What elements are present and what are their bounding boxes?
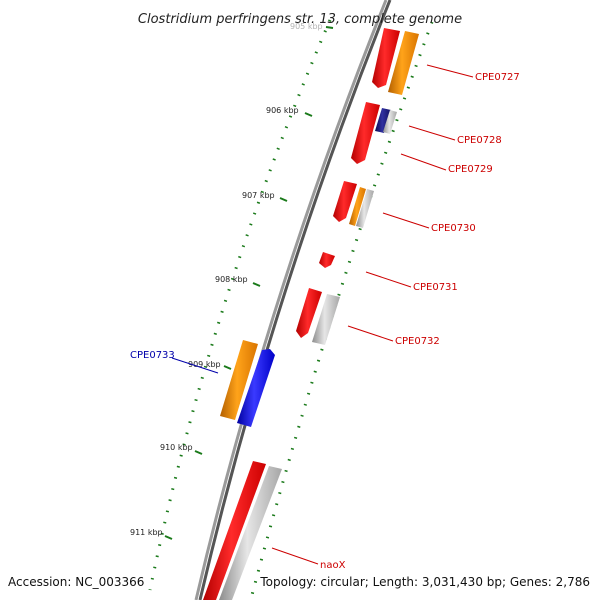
gene-cpe0728-gray[interactable]: [383, 110, 397, 134]
backbone: [194, 0, 388, 600]
tick-911: 911 kbp: [130, 528, 173, 540]
gene-cpe0732-gray[interactable]: [312, 294, 340, 345]
genome-stats-text: Topology: circular; Length: 3,031,430 bp…: [259, 575, 590, 589]
gene-features: [203, 28, 419, 600]
tick-905: 905 kbp: [290, 22, 334, 31]
gene-cpe0730-red[interactable]: [333, 181, 357, 222]
gene-label-cpe0732[interactable]: CPE0732: [395, 336, 440, 347]
gene-naox-red[interactable]: [203, 461, 266, 600]
tick-label-910: 910 kbp: [160, 443, 193, 452]
gene-label-cpe0728[interactable]: CPE0728: [457, 135, 502, 146]
gene-cpe0733-orange[interactable]: [220, 340, 258, 420]
tick-906: 906 kbp: [266, 106, 313, 117]
gene-cpe0727-red[interactable]: [372, 28, 400, 88]
tick-909: 909 kbp: [188, 360, 232, 370]
gene-cpe0730-orange[interactable]: [349, 187, 366, 226]
tick-label-908: 908 kbp: [215, 275, 248, 284]
tick-907: 907 kbp: [242, 191, 288, 202]
gene-label-naox[interactable]: naoX: [320, 560, 346, 571]
tick-908: 908 kbp: [215, 275, 261, 287]
gene-cpe0728-red[interactable]: [351, 102, 380, 164]
accession-text: Accession: NC_003366: [8, 575, 144, 589]
gene-label-cpe0733[interactable]: CPE0733: [130, 350, 175, 361]
tick-label-907: 907 kbp: [242, 191, 275, 200]
kbp-ticks: 905 kbp 906 kbp 907 kbp 908 kbp 909 kbp …: [130, 22, 334, 540]
gene-cpe0731-red[interactable]: [319, 252, 335, 268]
tick-label-909: 909 kbp: [188, 360, 221, 369]
gene-naox-gray[interactable]: [219, 466, 282, 600]
gene-label-cpe0730[interactable]: CPE0730: [431, 223, 476, 234]
gene-cpe0732-red[interactable]: [296, 288, 322, 338]
gene-cpe0730-gray[interactable]: [356, 189, 374, 228]
tick-910: 910 kbp: [160, 443, 203, 455]
gene-label-cpe0727[interactable]: CPE0727: [475, 72, 520, 83]
gene-cpe0727-orange[interactable]: [388, 31, 419, 95]
leader-lines: [171, 64, 474, 565]
backbone-shadow: [198, 0, 392, 600]
gene-label-cpe0731[interactable]: CPE0731: [413, 282, 458, 293]
gene-cpe0728-navy[interactable]: [375, 108, 391, 133]
gene-labels: CPE0727 CPE0728 CPE0729 CPE0730 CPE0731 …: [130, 72, 520, 571]
map-title: Clostridium perfringens str. 13, complet…: [138, 12, 462, 27]
tick-label-906: 906 kbp: [266, 106, 299, 115]
gene-label-cpe0729[interactable]: CPE0729: [448, 164, 493, 175]
tick-label-911: 911 kbp: [130, 528, 163, 537]
gene-cpe0733-blue[interactable]: [237, 349, 275, 427]
svg-text:905 kbp: 905 kbp: [290, 22, 323, 31]
